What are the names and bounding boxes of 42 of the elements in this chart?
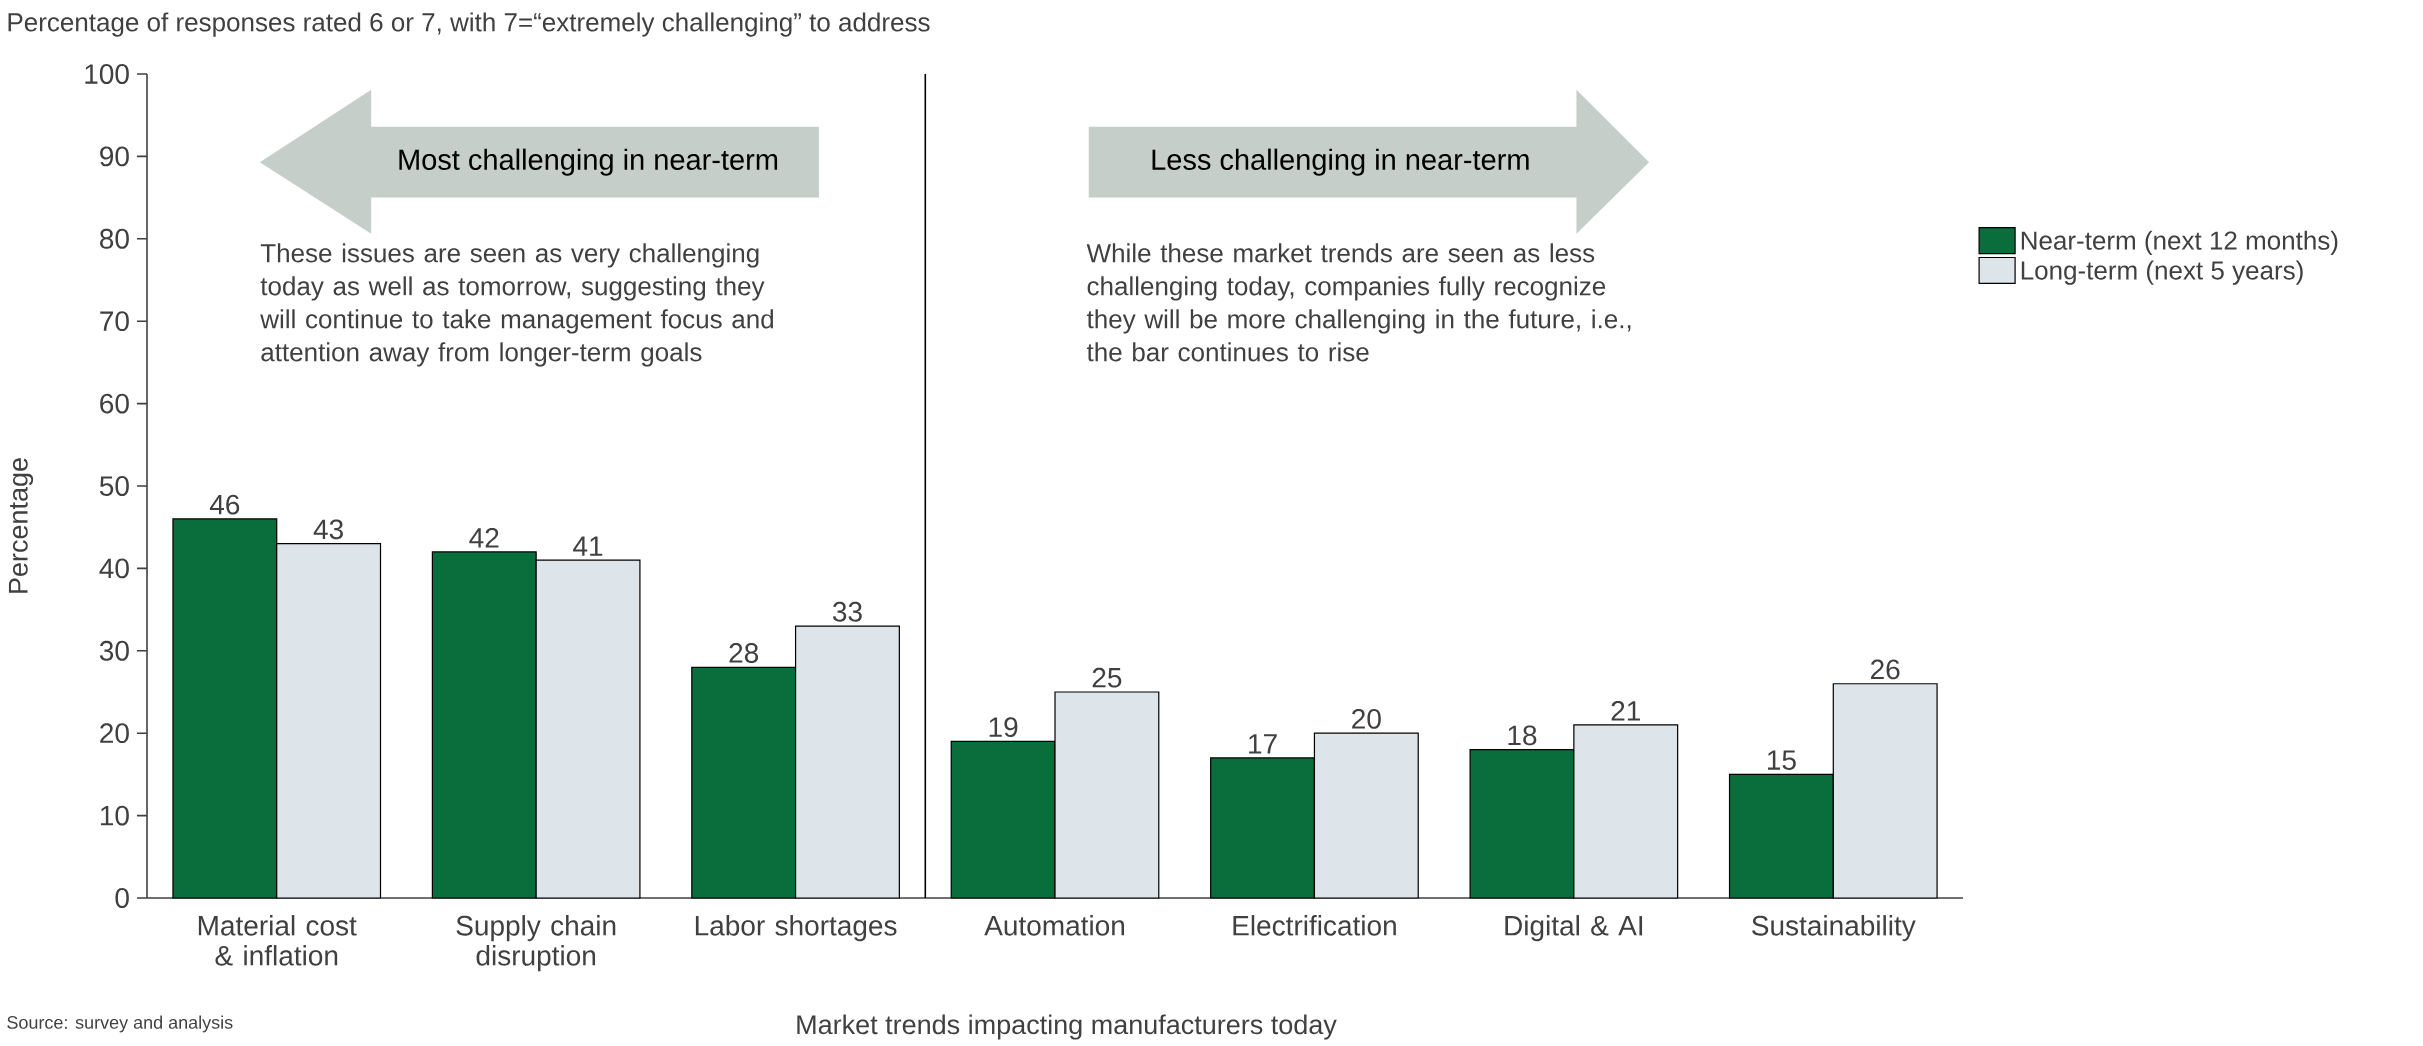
legend-label: Long-term (next 5 years) xyxy=(2021,260,2303,285)
y-tick-label: 30 xyxy=(99,640,129,661)
data-label: 20 xyxy=(1352,708,1381,729)
y-tick-label: 100 xyxy=(85,64,129,84)
y-tick-label: 20 xyxy=(100,723,129,744)
x-tick-label: Electrification xyxy=(1233,915,1396,936)
data-label: 18 xyxy=(1508,725,1537,746)
data-label: 42 xyxy=(469,527,499,548)
annotation: These issues are seen as very challenging today as well as tomorrow, suggesting they will continue to take management focus and attention away from longer-term goals xyxy=(260,243,774,367)
data-label: 21 xyxy=(1611,700,1640,721)
x-tick-label: Automation xyxy=(984,915,1125,936)
y-tick-label: 60 xyxy=(100,393,129,414)
annotation: While these market trends are seen as less challenging today, companies fully recognize they will be more challenging in the future, i.e., the bar continues to rise xyxy=(1086,243,1631,362)
data-label: 15 xyxy=(1767,750,1796,771)
source-note: Source: survey and analysis xyxy=(7,1015,233,1033)
y-tick-label: 50 xyxy=(99,476,129,496)
x-tick-label: Sustainability xyxy=(1752,915,1916,942)
chart-title: Percentage of responses rated 6 or 7, with 7=“extremely challenging” to address xyxy=(8,12,930,37)
x-tick-label: Supply chain disruption xyxy=(456,915,616,972)
y-axis-title: Percentage xyxy=(8,458,34,593)
x-tick-label: Material cost & inflation xyxy=(198,915,357,966)
data-label: 28 xyxy=(729,643,759,663)
x-tick-label: Labor shortages xyxy=(695,915,897,942)
y-tick-label: 90 xyxy=(100,146,129,167)
data-label: 43 xyxy=(313,519,343,540)
x-axis-title: Market trends impacting manufacturers today xyxy=(797,1014,1337,1040)
data-label: 41 xyxy=(573,536,603,556)
annotation: Most challenging in near-term xyxy=(399,148,778,176)
y-tick-label: 40 xyxy=(99,558,129,579)
y-tick-label: 10 xyxy=(100,805,129,826)
y-tick-label: 70 xyxy=(100,311,129,332)
data-label: 26 xyxy=(1871,659,1900,680)
data-label: 17 xyxy=(1249,734,1277,754)
y-tick-label: 80 xyxy=(100,228,129,249)
data-label: 19 xyxy=(989,717,1018,738)
x-tick-label: Digital & AI xyxy=(1505,915,1643,942)
data-label: 33 xyxy=(832,601,862,622)
data-label: 46 xyxy=(209,494,240,515)
data-label: 25 xyxy=(1092,667,1122,688)
legend-label: Near-term (next 12 months) xyxy=(2021,230,2338,255)
y-tick-label: 0 xyxy=(115,888,129,908)
annotation: Less challenging in near-term xyxy=(1152,148,1529,176)
